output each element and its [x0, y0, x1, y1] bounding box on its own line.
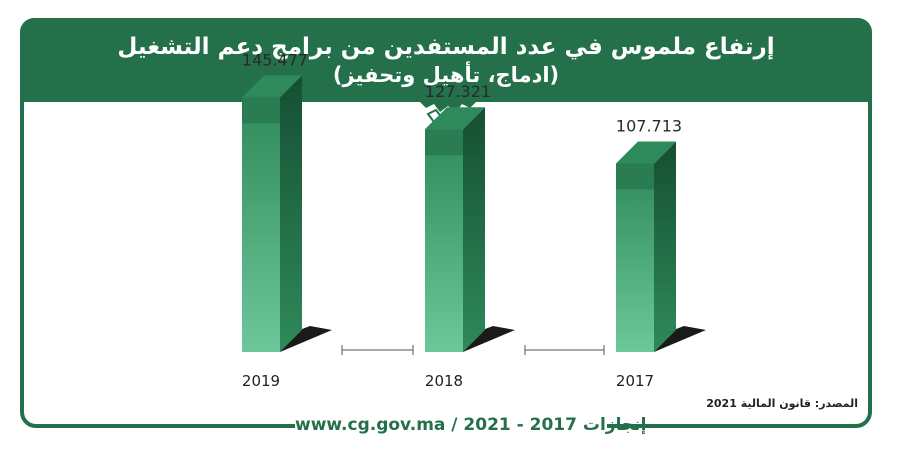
footer-line-left — [34, 424, 304, 427]
bar-top — [242, 75, 302, 98]
footer: www.cg.gov.ma / 2021 - 2017 إنجازات — [0, 410, 900, 440]
value-label: 127.321 — [425, 82, 491, 101]
chart-subtitle: (ادماج، تأهيل وتحفيز) — [332, 63, 560, 87]
bar-front — [616, 163, 654, 352]
bar-connectors — [341, 345, 605, 355]
bar-2018: 127.321 2018 — [425, 82, 515, 390]
bar-front — [425, 129, 463, 352]
category-label: 2019 — [242, 372, 280, 390]
bar-front-band — [242, 97, 280, 124]
category-label: 2017 — [616, 372, 654, 390]
category-label: 2018 — [425, 372, 463, 390]
bar-front-band — [425, 129, 463, 156]
footer-line-right — [598, 424, 858, 427]
bar-2017: 107.713 2017 — [616, 117, 706, 390]
footer-url[interactable]: www.cg.gov.ma / 2021 - 2017 إنجازات — [295, 412, 646, 438]
bar-top — [616, 141, 676, 164]
bar-front-band — [616, 163, 654, 190]
bar-side — [654, 141, 676, 352]
connector-line — [524, 345, 605, 355]
bar-2019: 145.477 2019 — [242, 50, 332, 390]
bar-side — [463, 107, 485, 352]
bar-front — [242, 97, 280, 352]
chart-title: إرتفاع ملموس في عدد المستفدين من برامج د… — [117, 34, 775, 60]
connector-line — [341, 345, 414, 355]
source-note: المصدر: قانون المالية 2021 — [706, 397, 858, 410]
value-label: 107.713 — [616, 117, 682, 136]
bar-top — [425, 107, 485, 130]
bars-group: 145.477 2019 127.321 2018 107.713 2017 — [242, 50, 706, 390]
value-label: 145.477 — [242, 50, 308, 69]
title-banner: إرتفاع ملموس في عدد المستفدين من برامج د… — [20, 18, 872, 102]
bar-side — [280, 75, 302, 352]
